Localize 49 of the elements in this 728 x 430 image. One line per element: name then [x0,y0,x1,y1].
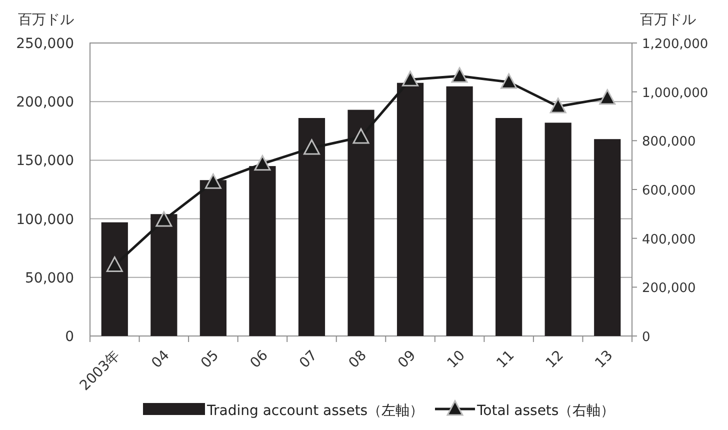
y2-tick-label: 600,000 [642,184,696,198]
x-tick-label: 06 [247,347,272,372]
point [106,256,123,272]
y2-tick-label: 1,200,000 [642,37,708,52]
y-tick-label: 50,000 [25,270,74,286]
x-tick-label: 04 [148,347,173,372]
y-tick-label: 200,000 [16,94,74,111]
y2-axis-title: 百万ドル [640,12,696,28]
point [352,128,370,144]
point [599,89,616,105]
x-tick-label: 13 [592,348,616,372]
point [303,139,320,155]
point [550,98,566,114]
bar [101,222,128,336]
x-tick-label: 05 [198,348,222,372]
point [500,73,518,89]
bar [396,82,424,336]
bar [544,122,572,336]
point [254,155,271,171]
x-tick-label: 07 [296,348,321,372]
y-tick-label: 250,000 [16,36,74,52]
bar [348,110,374,336]
bar [150,214,178,336]
y-tick-label: 150,000 [16,153,74,170]
y2-tick-label: 800,000 [642,134,696,150]
bar [496,118,522,336]
x-tick-label: 10 [444,348,468,372]
legend-label: Trading account assets（左軸） [206,403,424,419]
y-tick-label: 0 [65,329,74,345]
x-tick-label: 11 [494,348,518,372]
point [451,67,468,83]
y2-tick-label: 0 [642,330,650,345]
point [204,173,222,189]
x-tick-label: 12 [543,348,567,372]
y2-tick-label: 1,000,000 [642,86,708,101]
point [156,211,172,227]
y-tick-label: 100,000 [16,212,74,228]
bar [249,166,276,336]
point [402,70,419,86]
bar [594,139,621,336]
bar [298,118,326,336]
legend-label: Total assets（右軸） [476,403,615,419]
x-tick-label: 08 [346,348,370,372]
bar [446,86,473,336]
x-tick-label: 09 [395,348,420,372]
y2-tick-label: 400,000 [642,232,696,248]
y2-tick-label: 200,000 [642,281,696,296]
y-axis-title: 百万ドル [18,12,74,28]
bar [200,180,226,336]
